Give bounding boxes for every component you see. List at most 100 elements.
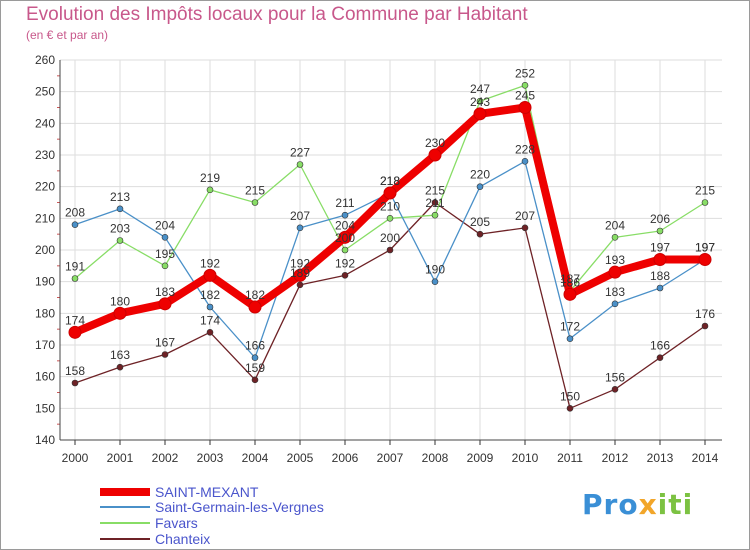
x-tick-label: 2013 (647, 451, 674, 465)
data-point (611, 234, 619, 241)
data-label: 245 (515, 89, 535, 103)
x-tick-label: 2000 (62, 451, 89, 465)
y-tick-label: 220 (35, 180, 55, 194)
data-label: 215 (425, 184, 445, 198)
data-point (251, 199, 259, 206)
data-point (161, 262, 169, 270)
data-label: 192 (200, 256, 220, 270)
data-label: 215 (245, 184, 265, 198)
data-label: 186 (560, 275, 580, 289)
data-label: 204 (605, 218, 625, 232)
data-label: 243 (470, 95, 490, 109)
data-point (386, 246, 394, 254)
data-point (113, 306, 127, 320)
legend-item-chanteix: Chanteix (100, 531, 210, 547)
data-label: 218 (380, 174, 400, 188)
x-tick-label: 2008 (422, 451, 449, 465)
data-point (656, 284, 664, 292)
data-point (566, 405, 574, 412)
data-label: 159 (245, 361, 265, 375)
data-label: 180 (110, 294, 130, 308)
data-label: 210 (380, 199, 400, 213)
data-label: 183 (155, 285, 175, 299)
x-tick-label: 2001 (107, 451, 134, 465)
data-label: 192 (335, 256, 355, 270)
data-label: 207 (515, 209, 535, 223)
data-label: 197 (695, 241, 715, 255)
data-label: 228 (515, 142, 535, 156)
data-label: 195 (155, 247, 175, 261)
data-label: 166 (650, 339, 670, 353)
x-tick-label: 2009 (467, 451, 494, 465)
data-point (293, 268, 307, 282)
data-point (656, 227, 664, 235)
data-point (161, 351, 169, 358)
x-tick-label: 2004 (242, 451, 269, 465)
data-point (116, 363, 124, 371)
data-point (251, 354, 259, 361)
x-tick-label: 2005 (287, 451, 314, 465)
data-point (341, 246, 349, 254)
data-label: 182 (245, 288, 265, 302)
data-point (608, 265, 622, 279)
x-tick-label: 2003 (197, 451, 224, 465)
data-point (296, 224, 304, 232)
chart-subtitle: (en € et par an) (26, 28, 109, 42)
data-point (71, 275, 79, 282)
data-point (611, 300, 619, 308)
data-label: 218 (380, 174, 400, 188)
data-label: 163 (110, 348, 130, 362)
data-point (251, 376, 259, 384)
y-tick-label: 160 (35, 370, 55, 384)
data-label: 203 (110, 222, 130, 236)
x-tick-label: 2007 (377, 451, 404, 465)
data-label: 197 (695, 241, 715, 255)
data-point (476, 97, 484, 105)
data-point (296, 161, 304, 168)
data-point (701, 199, 709, 206)
data-point (521, 82, 529, 89)
data-label: 158 (65, 364, 85, 378)
data-label: 150 (560, 389, 580, 403)
data-point (206, 329, 214, 336)
data-point (71, 221, 79, 228)
x-tick-label: 2006 (332, 451, 359, 465)
data-label: 182 (200, 288, 220, 302)
chart-title: Evolution des Impôts locaux pour la Comm… (26, 4, 528, 25)
x-tick-label: 2010 (512, 451, 539, 465)
data-point (473, 107, 487, 121)
y-tick-label: 170 (35, 338, 55, 352)
data-label: 213 (110, 190, 130, 204)
data-label: 189 (290, 266, 310, 280)
data-point (248, 300, 262, 314)
data-label: 187 (560, 272, 580, 286)
data-label: 206 (650, 212, 670, 226)
logo-part: iti (657, 488, 694, 521)
legend-swatch-saint-mexant (100, 488, 150, 496)
data-point (206, 186, 214, 194)
y-tick-label: 180 (35, 306, 55, 320)
data-label: 247 (470, 82, 490, 96)
data-label: 211 (335, 196, 354, 210)
data-point (431, 199, 439, 206)
data-label: 252 (515, 66, 535, 80)
legend-swatch-saint-germain (100, 506, 150, 508)
legend-swatch-favars (100, 522, 150, 524)
data-label: 230 (425, 136, 445, 150)
y-tick-label: 260 (35, 53, 55, 67)
data-label: 190 (425, 263, 445, 277)
data-label: 197 (650, 241, 670, 255)
data-point (383, 186, 397, 200)
data-label: 167 (155, 336, 175, 350)
legend-swatch-chanteix (100, 538, 150, 540)
data-label: 193 (605, 253, 625, 267)
data-label: 176 (695, 307, 715, 321)
data-label: 174 (65, 313, 85, 327)
data-label: 174 (200, 313, 220, 327)
data-point (296, 281, 304, 289)
x-tick-label: 2012 (602, 451, 629, 465)
data-point (656, 354, 664, 361)
data-label: 219 (200, 171, 220, 185)
legend-label: Saint-Germain-les-Vergnes (155, 499, 324, 515)
